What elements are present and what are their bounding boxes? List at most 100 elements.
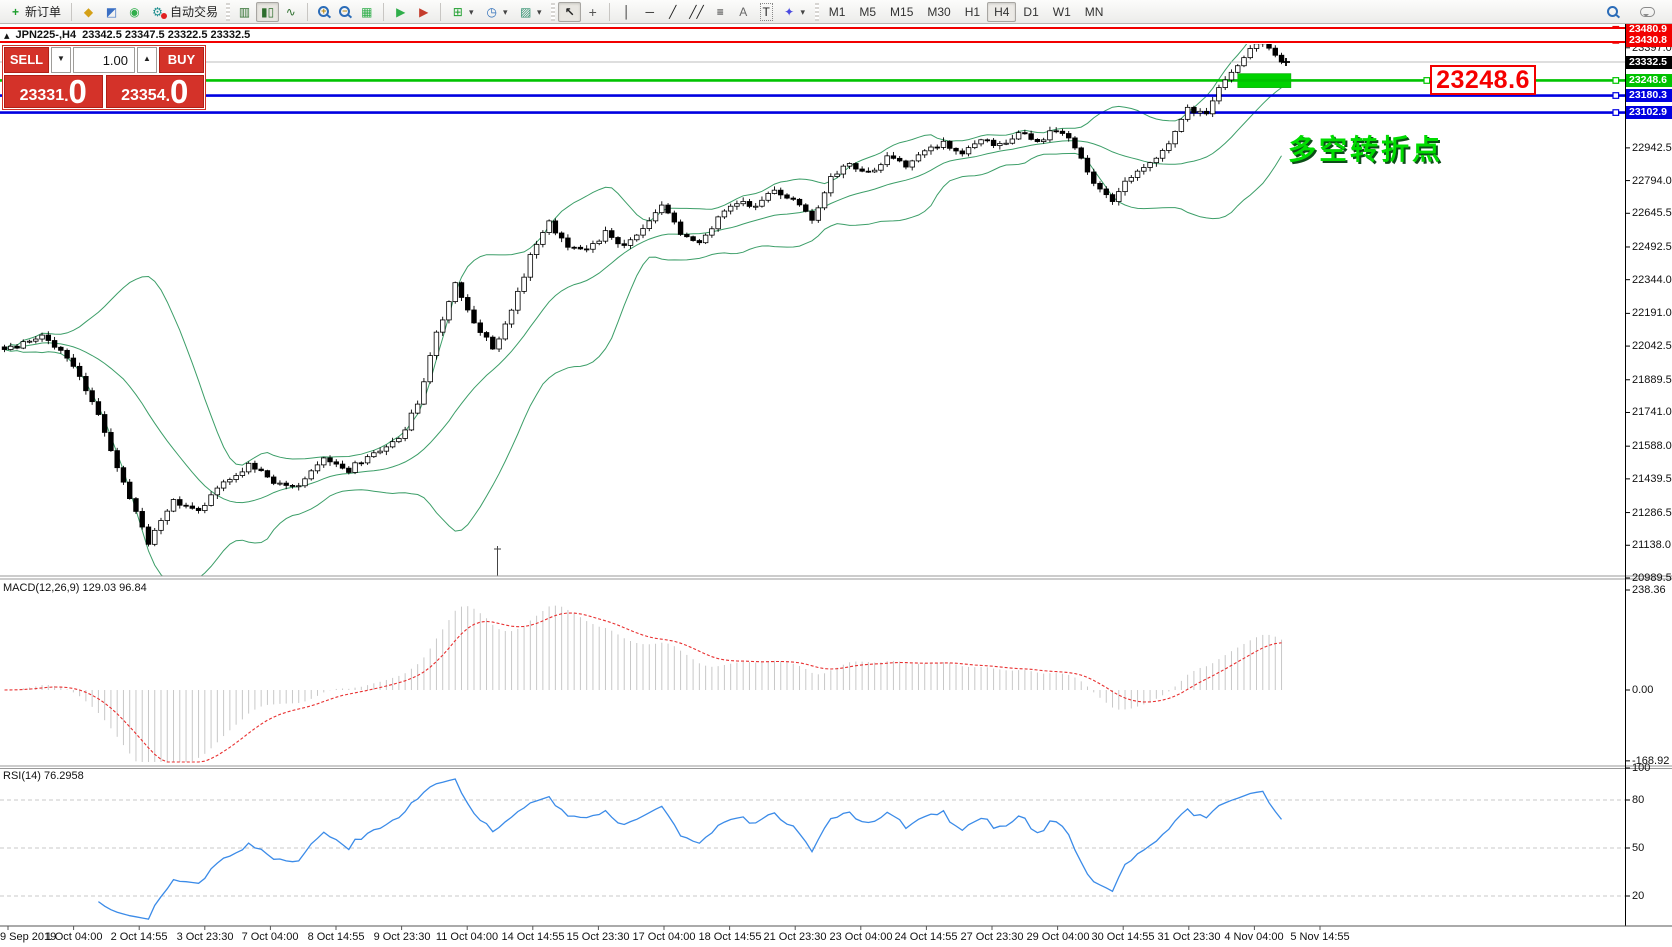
market-watch-button[interactable]: ◩ (100, 2, 123, 22)
vertical-line-icon: │ (623, 4, 631, 19)
indicators-button[interactable]: ▨ ▾ (514, 2, 548, 22)
autotrade-label: 自动交易 (170, 5, 219, 19)
trendline-button[interactable]: ╱ (661, 2, 684, 22)
toolbar: + 新订单 ◆ ◩ ◉ ⚙ 自动交易 ▥ ▮▯ ∿ + − ▦ ▶ ▶ ⊞ ▾ ◷… (0, 0, 1672, 24)
new-chart-button[interactable]: ⊞ ▾ (446, 2, 480, 22)
book-icon: ◆ (83, 4, 94, 19)
line-chart-icon: ∿ (285, 4, 296, 19)
trendline-icon: ╱ (669, 4, 677, 19)
timeframe-button-M30[interactable]: M30 (927, 4, 951, 19)
sell-button[interactable]: SELL (4, 47, 49, 73)
horizontal-line-button[interactable]: ─ (638, 2, 661, 22)
volume-increase-button[interactable]: ▲ (137, 47, 157, 73)
one-click-trading-panel: SELL ▼ ▲ BUY 23331.0 23354.0 (2, 45, 206, 110)
sell-price-dot: . (64, 88, 69, 105)
timeframe-button-M15[interactable]: M15 (890, 4, 914, 19)
chart-window-titlebar[interactable]: ▴ JPN225-,H4 23342.5 23347.5 23322.5 233… (0, 27, 1625, 43)
timeframe-button-H1[interactable]: H1 (964, 4, 981, 19)
text-label-icon: T (759, 2, 773, 21)
autotrade-icon: ⚙ (152, 4, 163, 19)
new-chart-icon: ⊞ (452, 4, 463, 19)
clock-icon: ◷ (486, 4, 497, 19)
channel-icon: ╱╱ (689, 4, 704, 19)
price-level-callout: 23248.6 (1430, 65, 1536, 95)
timeframe-button-M1[interactable]: M1 (828, 4, 846, 19)
chat-button[interactable] (1635, 2, 1660, 22)
buy-price-dot: . (165, 88, 171, 105)
auto-scroll-icon: ▶ (396, 4, 406, 19)
chart-ohlc-values: 23342.5 23347.5 23322.5 23332.5 (82, 29, 251, 41)
signal-icon: ◉ (129, 4, 140, 19)
new-order-button[interactable]: + 新订单 (4, 2, 66, 22)
candlestick-chart-button[interactable]: ▮▯ (256, 1, 280, 22)
bar-chart-button[interactable]: ▥ (233, 2, 256, 22)
buy-price-int: 23354 (121, 87, 166, 104)
zoom-in-button[interactable]: + (313, 2, 334, 22)
autotrade-button[interactable]: ⚙ 自动交易 (146, 2, 223, 22)
signals-button[interactable]: ◉ (123, 2, 146, 22)
separator (814, 2, 819, 21)
buy-button[interactable]: BUY (159, 47, 204, 73)
volume-decrease-button[interactable]: ▼ (51, 47, 71, 73)
chart-symbol-period: JPN225-,H4 (15, 29, 77, 41)
separator (383, 2, 385, 21)
line-chart-button[interactable]: ∿ (279, 2, 302, 22)
tile-windows-icon: ▦ (361, 4, 373, 19)
autotrade-off-dot (161, 12, 168, 19)
fibonacci-button[interactable]: ≡ (709, 2, 732, 22)
timeframe-group: M1 M5 M15 M30 H1 H4 D1 W1 MN (822, 1, 1111, 22)
pivot-annotation-text: 多空转折点 (1288, 134, 1444, 165)
separator (440, 2, 442, 21)
new-order-label: 新订单 (25, 5, 62, 19)
crosshair-tool-button[interactable]: + (581, 2, 604, 22)
shapes-icon: ✦ (784, 4, 795, 19)
history-center-button[interactable]: ◆ (77, 2, 100, 22)
vertical-line-button[interactable]: │ (615, 2, 638, 22)
zoom-out-icon: − (339, 6, 351, 17)
bar-chart-icon: ▥ (238, 4, 251, 19)
buy-price-display[interactable]: 23354. 0 (105, 73, 204, 110)
text-tool-icon: A (739, 4, 748, 19)
arrows-button[interactable]: ✦ ▾ (778, 2, 812, 22)
window-marker-icon: ▴ (4, 29, 10, 42)
separator (609, 2, 611, 21)
zoom-in-icon: + (318, 6, 330, 17)
timeframe-button-H4[interactable]: H4 (987, 1, 1017, 22)
market-watch-icon: ◩ (105, 4, 118, 19)
separator (226, 2, 231, 21)
horizontal-line-icon: ─ (645, 4, 654, 19)
channel-button[interactable]: ╱╱ (684, 2, 708, 22)
timeframe-button-MN[interactable]: MN (1084, 4, 1104, 19)
crosshair-icon: + (588, 3, 597, 20)
indicators-icon: ▨ (520, 4, 532, 19)
dropdown-icon: ▾ (536, 6, 542, 17)
zoom-out-button[interactable]: − (334, 2, 355, 22)
dropdown-icon: ▾ (800, 6, 805, 17)
text-label-button[interactable]: T (755, 2, 778, 22)
buy-price-frac: 0 (170, 73, 189, 110)
periods-button[interactable]: ◷ ▾ (480, 2, 514, 22)
timeframe-button-D1[interactable]: D1 (1023, 4, 1039, 19)
search-icon (1607, 6, 1618, 17)
separator (551, 2, 556, 21)
auto-scroll-button[interactable]: ▶ (389, 2, 412, 22)
new-order-icon: + (11, 4, 19, 19)
search-button[interactable] (1602, 2, 1623, 22)
chart-shift-icon: ▶ (419, 4, 429, 19)
volume-input[interactable] (73, 47, 135, 73)
separator (307, 2, 309, 21)
cursor-icon: ↖ (564, 4, 575, 19)
sell-price-display[interactable]: 23331. 0 (4, 75, 103, 108)
cursor-tool-button[interactable]: ↖ (558, 1, 582, 22)
candlestick-chart-icon: ▮▯ (261, 4, 275, 19)
text-tool-button[interactable]: A (732, 2, 755, 22)
dropdown-icon: ▾ (468, 6, 474, 17)
separator (71, 2, 73, 21)
tile-windows-button[interactable]: ▦ (355, 2, 378, 22)
timeframe-button-W1[interactable]: W1 (1052, 4, 1071, 19)
chart-shift-button[interactable]: ▶ (412, 2, 435, 22)
sell-price-int: 23331 (19, 87, 65, 104)
timeframe-button-M5[interactable]: M5 (859, 4, 877, 19)
sell-price-frac: 0 (68, 73, 87, 110)
